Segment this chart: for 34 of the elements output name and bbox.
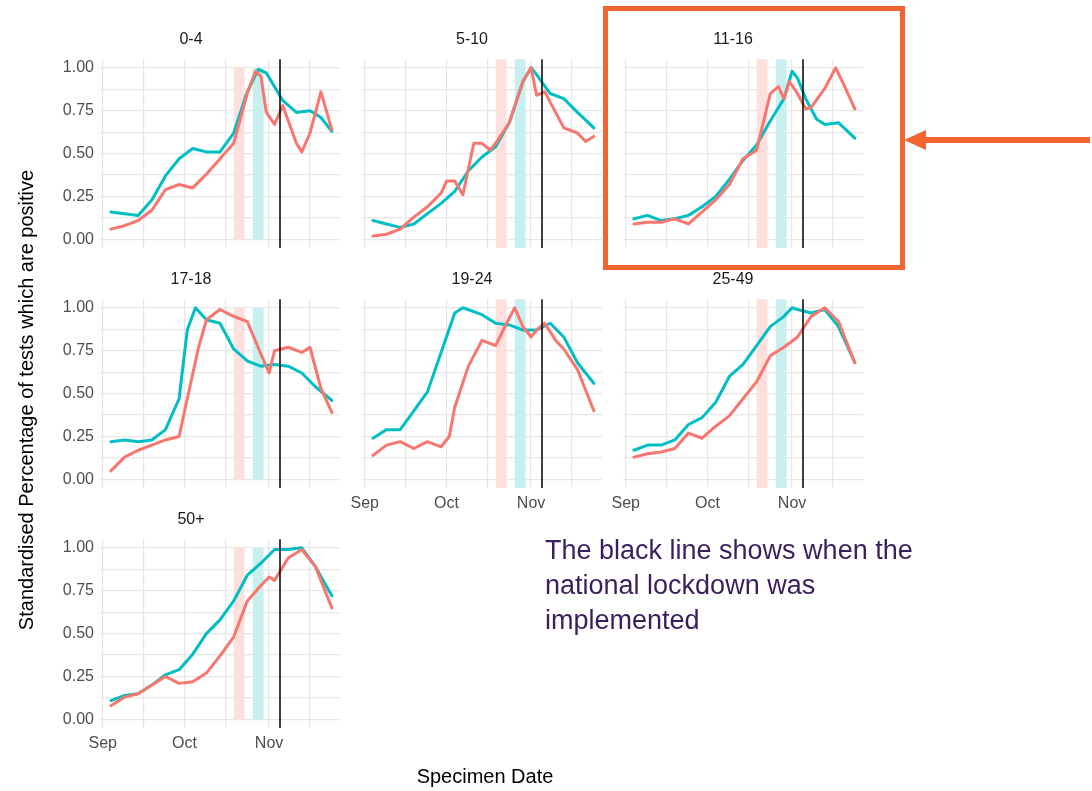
y-tick-label: 0.00 xyxy=(62,469,95,487)
y-tick-label: 1.00 xyxy=(62,58,95,76)
chart-title: 0-4 xyxy=(179,30,203,48)
y-tick-label: 0.00 xyxy=(62,229,95,247)
y-tick-label: 0.25 xyxy=(62,186,95,204)
y-tick-label: 0.75 xyxy=(62,581,95,599)
x-tick-label: Nov xyxy=(254,734,284,752)
x-tick-label: Nov xyxy=(516,494,546,512)
x-tick-label: Sep xyxy=(611,494,641,512)
y-tick-label: 0.50 xyxy=(62,384,95,402)
y-tick-label: 0.00 xyxy=(62,709,95,727)
x-tick-label: Oct xyxy=(172,734,198,752)
x-tick-label: Nov xyxy=(777,494,807,512)
x-tick-label: Oct xyxy=(695,494,721,512)
x-axis-title: Specimen Date xyxy=(416,764,554,788)
y-tick-label: 1.00 xyxy=(62,538,95,556)
y-tick-label: 0.50 xyxy=(62,144,95,162)
y-tick-label: 1.00 xyxy=(62,298,95,316)
y-tick-label: 0.25 xyxy=(62,666,95,684)
x-tick-label: Sep xyxy=(88,734,118,752)
chart-title: 17-18 xyxy=(170,270,212,288)
chart-title: 5-10 xyxy=(455,30,489,48)
text: The black line shows when the national lockdown was implemented xyxy=(545,534,914,638)
y-tick-label: 0.25 xyxy=(62,426,95,444)
x-tick-label: Oct xyxy=(434,494,460,512)
y-tick-label: 0.75 xyxy=(62,101,95,119)
chart-title: 50+ xyxy=(177,510,205,528)
y-axis-title: Standardised Percentage of tests which are positive xyxy=(14,169,38,631)
x-tick-label: Sep xyxy=(350,494,380,512)
chart-title: 11-16 xyxy=(713,30,753,48)
chart-title: 19-24 xyxy=(451,270,493,288)
y-tick-label: 0.75 xyxy=(62,341,95,359)
y-tick-label: 0.50 xyxy=(62,624,95,642)
chart-title: 25-49 xyxy=(712,270,754,288)
